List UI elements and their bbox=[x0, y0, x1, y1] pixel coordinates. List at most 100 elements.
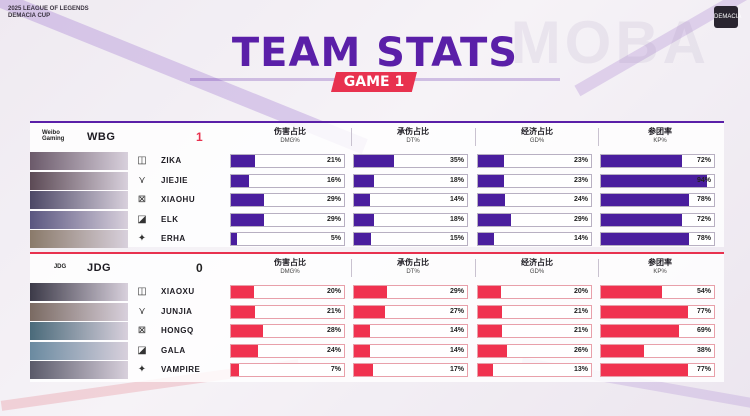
top-icon: ◫ bbox=[137, 155, 147, 166]
stat-bar-fill bbox=[354, 233, 371, 245]
stat-bar-fill bbox=[478, 174, 504, 187]
stat-bar-dmg: 28% bbox=[230, 324, 345, 338]
stat-bar-fill bbox=[478, 233, 494, 245]
stat-bar-gd: 14% bbox=[477, 232, 592, 246]
player-name: XIAOHU bbox=[161, 195, 196, 204]
stat-bar-dt: 27% bbox=[353, 304, 468, 319]
column-header-en: DT% bbox=[406, 269, 420, 275]
player-name: JIEJIE bbox=[161, 175, 189, 185]
stat-value: 23% bbox=[573, 176, 588, 184]
stat-value: 21% bbox=[326, 157, 341, 164]
stat-bar-gd: 24% bbox=[477, 193, 592, 207]
player-row: ⋎ JUNJIA 21% 27% 21% 77% bbox=[30, 302, 724, 322]
stat-value: 26% bbox=[573, 346, 588, 354]
stat-bar-fill bbox=[601, 213, 683, 226]
player-row: ✦ VAMPIRE 7% 17% 13% 77% bbox=[30, 361, 724, 380]
stat-bar-fill bbox=[231, 194, 264, 206]
stat-bar-fill bbox=[231, 213, 264, 226]
stat-value: 29% bbox=[449, 288, 464, 295]
stat-value: 24% bbox=[573, 196, 588, 203]
stat-bar-fill bbox=[354, 344, 370, 357]
stat-bar-dmg: 7% bbox=[230, 363, 345, 377]
team-panel-jdg: JDG JDG 0 伤害占比 DMG% 承伤占比 DT% 经济占比 GD% 参团… bbox=[30, 252, 724, 382]
stat-bar-fill bbox=[478, 305, 502, 318]
stat-value: 21% bbox=[573, 307, 588, 315]
stat-bar-kp: 94% bbox=[600, 173, 715, 188]
stat-bar-fill bbox=[231, 364, 239, 376]
team-logo-icon: JDG bbox=[53, 264, 67, 270]
stat-bar-fill bbox=[601, 305, 688, 318]
stat-value: 15% bbox=[449, 235, 464, 242]
stat-bar-fill bbox=[231, 344, 259, 357]
support-icon: ✦ bbox=[137, 364, 147, 375]
event-label: 2025 LEAGUE OF LEGENDS DEMACIA CUP bbox=[8, 6, 89, 20]
champion-portrait bbox=[30, 302, 128, 321]
column-divider bbox=[598, 259, 599, 277]
stat-bar-dmg: 29% bbox=[230, 193, 345, 207]
player-name: HONGQ bbox=[161, 326, 194, 335]
column-header-cn: 经济占比 bbox=[521, 127, 553, 136]
stat-bar-kp: 38% bbox=[600, 343, 715, 358]
stat-bar-dt: 17% bbox=[353, 363, 468, 377]
team-header: Weibo Gaming WBG 1 伤害占比 DMG% 承伤占比 DT% 经济… bbox=[30, 123, 724, 150]
player-row: ⋎ JIEJIE 16% 18% 23% 94% bbox=[30, 171, 724, 191]
stat-value: 18% bbox=[449, 176, 464, 184]
player-name: GALA bbox=[161, 345, 186, 355]
stat-bar-gd: 21% bbox=[477, 304, 592, 319]
stat-bar-fill bbox=[601, 325, 679, 337]
stat-value: 21% bbox=[573, 327, 588, 334]
player-name: JUNJIA bbox=[161, 306, 193, 316]
stat-value: 28% bbox=[326, 327, 341, 334]
stat-bar-dmg: 5% bbox=[230, 232, 345, 246]
stat-bar-fill bbox=[231, 233, 237, 245]
stat-bar-dt: 14% bbox=[353, 324, 468, 338]
stat-bar-fill bbox=[354, 174, 375, 187]
stat-value: 77% bbox=[696, 366, 711, 373]
player-row: ⊠ XIAOHU 29% 14% 24% 78% bbox=[30, 191, 724, 210]
column-header-cn: 经济占比 bbox=[521, 258, 553, 267]
stat-bar-gd: 13% bbox=[477, 363, 592, 377]
team-score: 1 bbox=[196, 130, 203, 144]
stat-value: 20% bbox=[326, 288, 341, 295]
player-row: ⊠ HONGQ 28% 14% 21% 69% bbox=[30, 322, 724, 341]
column-divider bbox=[351, 128, 352, 146]
champion-portrait bbox=[30, 210, 128, 229]
stat-bar-dmg: 16% bbox=[230, 173, 345, 188]
stat-bar-fill bbox=[231, 286, 254, 298]
stat-value: 29% bbox=[326, 196, 341, 203]
game-badge: GAME 1 bbox=[331, 72, 417, 92]
stat-bar-fill bbox=[231, 155, 255, 167]
stat-value: 27% bbox=[449, 307, 464, 315]
column-divider bbox=[475, 128, 476, 146]
stat-value: 13% bbox=[573, 366, 588, 373]
stat-bar-dt: 14% bbox=[353, 343, 468, 358]
stat-value: 94% bbox=[696, 176, 711, 184]
stat-bar-dmg: 21% bbox=[230, 304, 345, 319]
stat-bar-gd: 29% bbox=[477, 212, 592, 227]
column-header-cn: 参团率 bbox=[648, 258, 672, 267]
column-header-cn: 伤害占比 bbox=[274, 258, 306, 267]
stat-value: 24% bbox=[326, 346, 341, 354]
stat-bar-fill bbox=[601, 174, 708, 187]
stat-bar-gd: 21% bbox=[477, 324, 592, 338]
column-header-gd: 经济占比 GD% bbox=[477, 127, 597, 145]
top-icon: ◫ bbox=[137, 286, 147, 297]
stat-value: 21% bbox=[326, 307, 341, 315]
champion-portrait bbox=[30, 283, 128, 301]
stat-bar-fill bbox=[478, 286, 501, 298]
stat-value: 14% bbox=[449, 327, 464, 334]
player-row: ◫ ZIKA 21% 35% 23% 72% bbox=[30, 152, 724, 171]
column-header-dmg: 伤害占比 DMG% bbox=[230, 127, 350, 145]
column-header-gd: 经济占比 GD% bbox=[477, 258, 597, 276]
stat-value: 20% bbox=[573, 288, 588, 295]
champion-portrait bbox=[30, 230, 128, 248]
event-line-1: 2025 LEAGUE OF LEGENDS bbox=[8, 6, 89, 12]
stat-bar-fill bbox=[478, 213, 511, 226]
stat-bar-gd: 23% bbox=[477, 154, 592, 168]
stat-value: 38% bbox=[696, 346, 711, 354]
stat-value: 35% bbox=[449, 157, 464, 164]
team-name: JDG bbox=[87, 262, 112, 274]
team-header: JDG JDG 0 伤害占比 DMG% 承伤占比 DT% 经济占比 GD% 参团… bbox=[30, 254, 724, 281]
stat-bar-dt: 29% bbox=[353, 285, 468, 299]
stat-bar-fill bbox=[601, 364, 688, 376]
